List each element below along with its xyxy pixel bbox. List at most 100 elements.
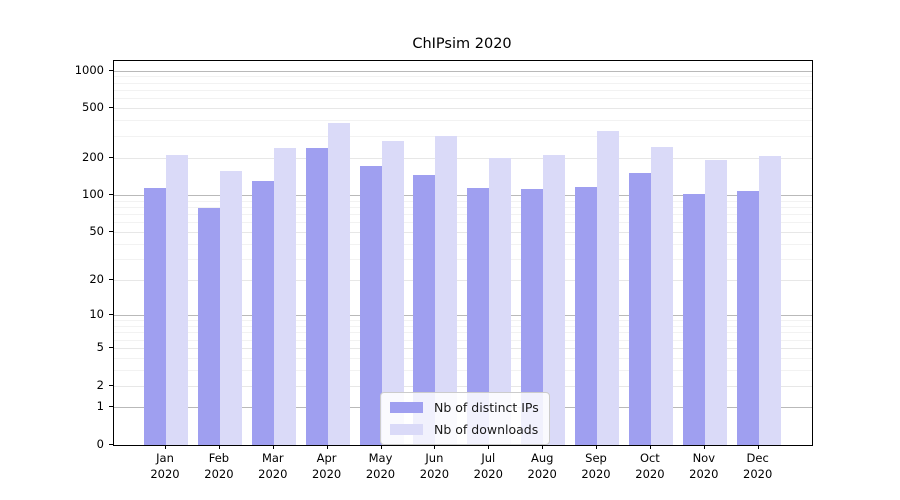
bar-downloads-jan: [166, 154, 188, 445]
bar-downloads-nov: [704, 160, 727, 445]
x-tick-label-may: May 2020: [365, 451, 396, 481]
x-tick-mark-jun: [434, 445, 436, 449]
gridline-minor: [114, 326, 812, 327]
bar-distinct-ips-apr: [305, 147, 328, 445]
y-tick-label-5: 5: [96, 339, 104, 354]
gridline-minor: [114, 76, 812, 78]
bar-downloads-oct: [650, 147, 673, 445]
gridline-minor: [114, 369, 812, 371]
bar-distinct-ips-jun: [413, 174, 436, 445]
legend-swatch-downloads: [390, 424, 423, 435]
gridline-minor: [114, 339, 812, 341]
y-tick-mark-5: [109, 346, 113, 348]
y-tick-mark-1: [109, 406, 113, 408]
y-tick-label-0: 0: [96, 437, 104, 451]
legend-item-downloads: Nb of downloads: [390, 422, 539, 437]
gridline-minor: [114, 206, 812, 208]
y-tick-label-20: 20: [89, 272, 104, 287]
x-tick-mark-dec: [757, 445, 759, 449]
y-tick-label-500: 500: [82, 100, 104, 115]
bar-downloads-apr: [327, 122, 350, 445]
x-tick-label-jun: Jun 2020: [419, 451, 450, 481]
bar-distinct-ips-feb: [197, 207, 220, 445]
bar-distinct-ips-dec: [736, 191, 759, 445]
y-tick-mark-2: [109, 384, 113, 386]
bar-downloads-dec: [758, 156, 781, 445]
gridline-minor: [114, 243, 812, 245]
gridline-minor: [114, 135, 812, 137]
x-tick-label-nov: Nov 2020: [689, 451, 719, 481]
legend-label-downloads: Nb of downloads: [434, 422, 539, 437]
bar-distinct-ips-jul: [467, 187, 490, 445]
gridline-500: [114, 108, 812, 110]
gridline-minor: [114, 200, 812, 202]
x-tick-mark-sep: [596, 445, 597, 449]
x-tick-mark-may: [380, 445, 382, 449]
bar-distinct-ips-oct: [628, 173, 651, 445]
bar-distinct-ips-sep: [575, 187, 597, 445]
gridline-minor: [114, 90, 812, 91]
gridline-minor: [114, 82, 812, 84]
bar-distinct-ips-aug: [521, 189, 544, 445]
gridline-minor: [114, 222, 812, 224]
bar-distinct-ips-nov: [682, 193, 705, 445]
y-tick-label-200: 200: [82, 149, 104, 164]
x-tick-mark-nov: [703, 445, 705, 449]
y-tick-label-100: 100: [82, 187, 104, 201]
gridline-100: [114, 195, 812, 196]
bar-downloads-jul: [489, 157, 512, 445]
y-tick-label-1: 1: [96, 399, 104, 414]
bar-downloads-aug: [543, 155, 566, 445]
bars-layer: [114, 61, 812, 445]
gridline-minor: [114, 98, 812, 100]
chart-title: ChIPsim 2020: [412, 36, 512, 52]
x-tick-label-oct: Oct 2020: [635, 451, 665, 481]
y-tick-label-50: 50: [89, 224, 104, 238]
y-tick-label-1000: 1000: [74, 62, 104, 77]
y-tick-mark-10: [109, 314, 113, 316]
legend-item-distinct-ips: Nb of distinct IPs: [390, 400, 539, 415]
x-tick-label-sep: Sep 2020: [581, 451, 611, 481]
legend-label-distinct-ips: Nb of distinct IPs: [434, 400, 539, 415]
y-tick-mark-50: [109, 231, 113, 232]
gridline-minor: [114, 332, 812, 334]
x-tick-mark-jul: [488, 445, 490, 449]
legend-swatch-distinct-ips: [390, 402, 423, 413]
y-tick-mark-100: [109, 194, 113, 195]
gridline-10: [114, 315, 812, 317]
gridline-5: [114, 347, 812, 349]
plot-area: Nb of distinct IPs Nb of downloads: [113, 60, 813, 446]
x-tick-mark-feb: [218, 445, 220, 449]
gridline-1000: [114, 70, 812, 72]
x-tick-mark-mar: [272, 445, 274, 449]
bar-downloads-sep: [597, 130, 619, 445]
legend: Nb of distinct IPs Nb of downloads: [380, 392, 550, 445]
gridline-minor: [114, 320, 812, 322]
gridline-20: [114, 280, 812, 282]
y-tick-mark-20: [109, 279, 113, 281]
x-tick-mark-apr: [326, 445, 328, 449]
x-tick-mark-aug: [542, 445, 544, 449]
gridline-2: [114, 385, 812, 387]
y-tick-mark-0: [109, 444, 113, 445]
bar-distinct-ips-jan: [144, 187, 166, 445]
bar-downloads-mar: [273, 148, 296, 445]
x-tick-label-aug: Aug 2020: [527, 451, 557, 481]
bar-downloads-feb: [219, 170, 242, 445]
y-tick-mark-200: [109, 156, 113, 158]
gridline-50: [114, 232, 812, 233]
y-tick-mark-500: [109, 107, 113, 109]
x-tick-mark-oct: [649, 445, 651, 449]
x-tick-label-jul: Jul 2020: [473, 451, 503, 481]
gridline-minor: [114, 357, 812, 359]
x-tick-label-jan: Jan 2020: [150, 451, 180, 481]
y-tick-label-10: 10: [89, 307, 104, 322]
x-tick-mark-jan: [165, 445, 166, 449]
x-tick-label-apr: Apr 2020: [311, 451, 342, 481]
bar-distinct-ips-mar: [251, 180, 274, 445]
y-tick-mark-1000: [109, 69, 113, 71]
x-tick-label-dec: Dec 2020: [743, 451, 773, 481]
gridline-minor: [114, 259, 812, 260]
bar-distinct-ips-may: [359, 165, 382, 445]
